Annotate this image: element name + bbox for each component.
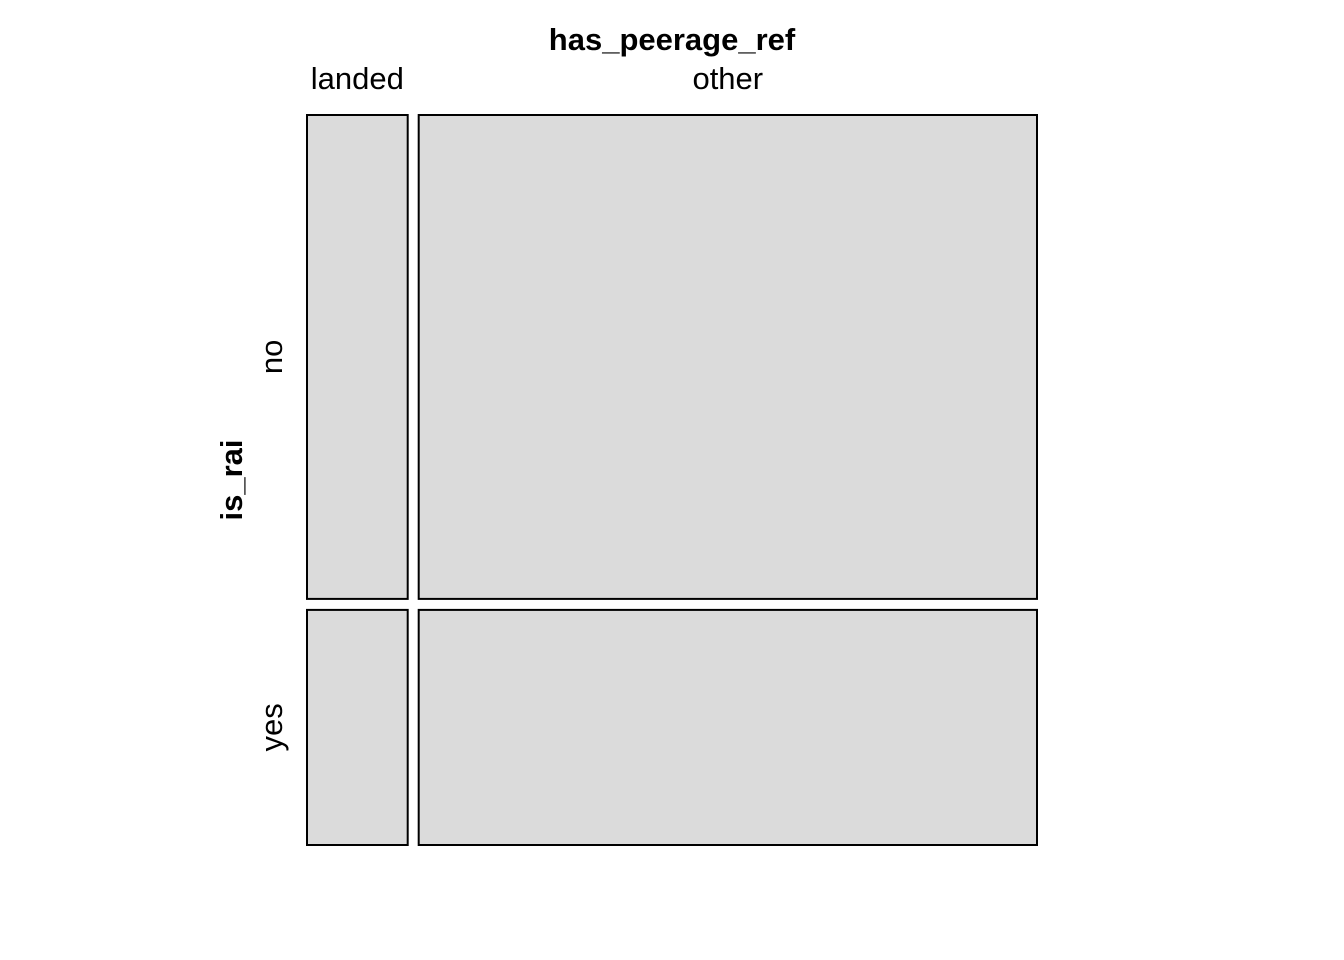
tile-landed-no <box>306 114 409 600</box>
row-level-label-yes: yes <box>254 703 289 751</box>
tile-landed-yes <box>306 608 409 847</box>
tile-other-yes <box>417 608 1038 847</box>
row-variable-label: is_rai <box>214 439 249 520</box>
column-level-label-other: other <box>692 61 763 96</box>
row-level-labels: no yes <box>254 340 289 752</box>
tile-other-no <box>417 114 1038 600</box>
column-variable-label: has_peerage_ref <box>549 22 796 57</box>
column-level-labels: landed other <box>311 61 763 96</box>
row-level-label-no: no <box>254 340 289 374</box>
mosaic-tiles <box>306 114 1038 847</box>
column-level-label-landed: landed <box>311 61 404 96</box>
